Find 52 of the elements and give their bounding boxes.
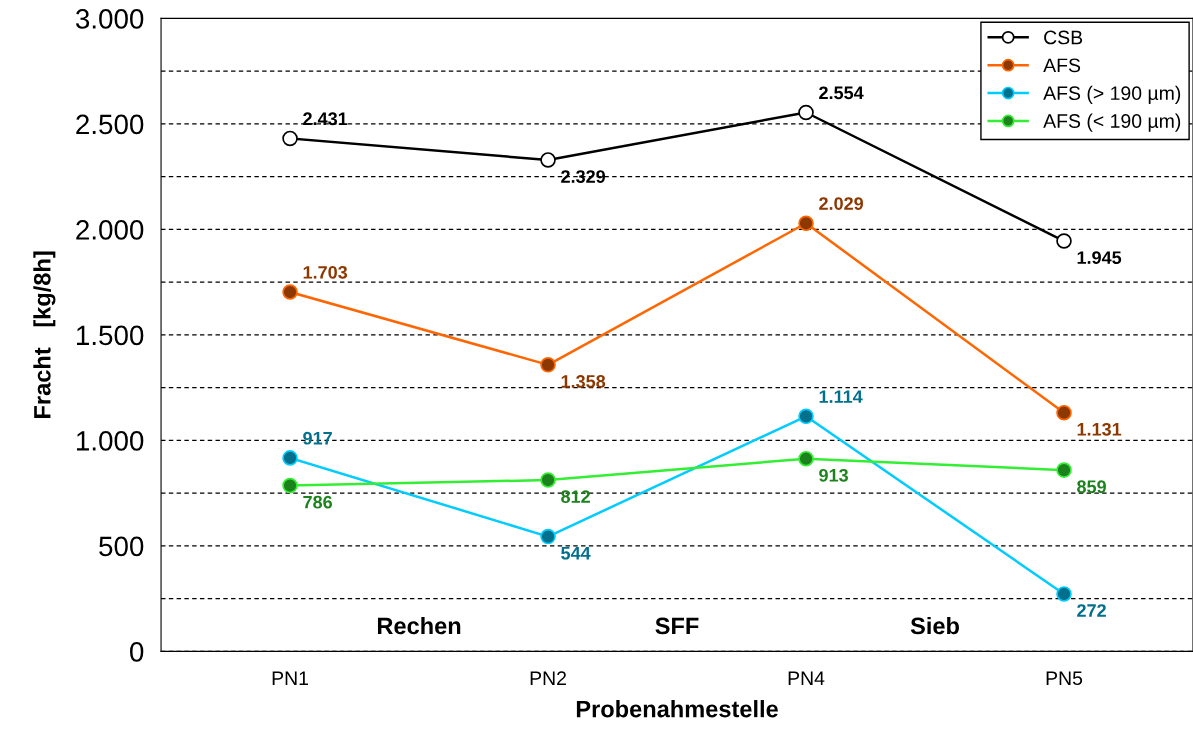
x-tick-label: PN2 xyxy=(530,671,566,685)
point xyxy=(282,450,298,466)
x-tick-label: PN1 xyxy=(272,671,309,685)
annotation: SFF xyxy=(655,617,699,635)
point xyxy=(1056,404,1072,421)
data-label: 2.029 xyxy=(819,197,864,210)
data-label: 859 xyxy=(1077,480,1106,494)
data-label: 1.703 xyxy=(303,265,348,279)
point xyxy=(540,357,556,373)
data-label: 1.131 xyxy=(1077,422,1122,436)
point xyxy=(1056,586,1072,602)
y-tick-label: 2.500 xyxy=(76,114,144,135)
data-label: 2.554 xyxy=(819,86,864,100)
data-label: 1.114 xyxy=(819,390,863,403)
legend-label: AFS (< 190 µm) xyxy=(1043,113,1181,132)
x-tick-label: PN5 xyxy=(1046,671,1083,686)
legend-label: AFS xyxy=(1043,58,1081,73)
x-axis-title: Probenahmestelle xyxy=(576,700,778,718)
y-axis-title: Fracht [kg/8h] xyxy=(33,251,56,418)
data-label: 2.431 xyxy=(303,112,348,126)
point xyxy=(1056,233,1072,249)
y-tick-label: 500 xyxy=(99,536,144,557)
point xyxy=(798,215,814,232)
annotation: Sieb xyxy=(910,616,959,635)
point xyxy=(798,104,814,121)
data-label: 2.329 xyxy=(561,170,606,183)
data-label: 272 xyxy=(1077,604,1106,617)
data-label: 1.945 xyxy=(1077,251,1122,264)
data-label: 917 xyxy=(303,431,332,445)
point xyxy=(282,284,298,300)
point xyxy=(798,408,814,425)
annotation: Rechen xyxy=(377,616,461,635)
data-label: 1.358 xyxy=(561,375,606,388)
legend-label: CSB xyxy=(1044,30,1083,45)
data-label: 544 xyxy=(561,546,591,560)
point xyxy=(540,152,556,168)
point xyxy=(1056,462,1072,478)
legend-label: AFS (> 190 µm) xyxy=(1043,85,1181,104)
point xyxy=(282,130,298,147)
y-tick-label: 1.000 xyxy=(77,431,144,451)
data-label: 786 xyxy=(303,495,333,509)
x-tick-label: PN4 xyxy=(788,671,825,685)
y-tick-label: 0 xyxy=(130,642,144,662)
point xyxy=(282,477,298,494)
point xyxy=(798,450,814,467)
y-tick-label: 2.000 xyxy=(76,220,144,240)
y-tick-label: 1.500 xyxy=(77,325,144,346)
data-label: 913 xyxy=(819,468,848,482)
point xyxy=(540,528,556,545)
point xyxy=(540,472,556,488)
y-tick-label: 3.000 xyxy=(75,9,144,29)
data-label: 812 xyxy=(561,490,590,504)
